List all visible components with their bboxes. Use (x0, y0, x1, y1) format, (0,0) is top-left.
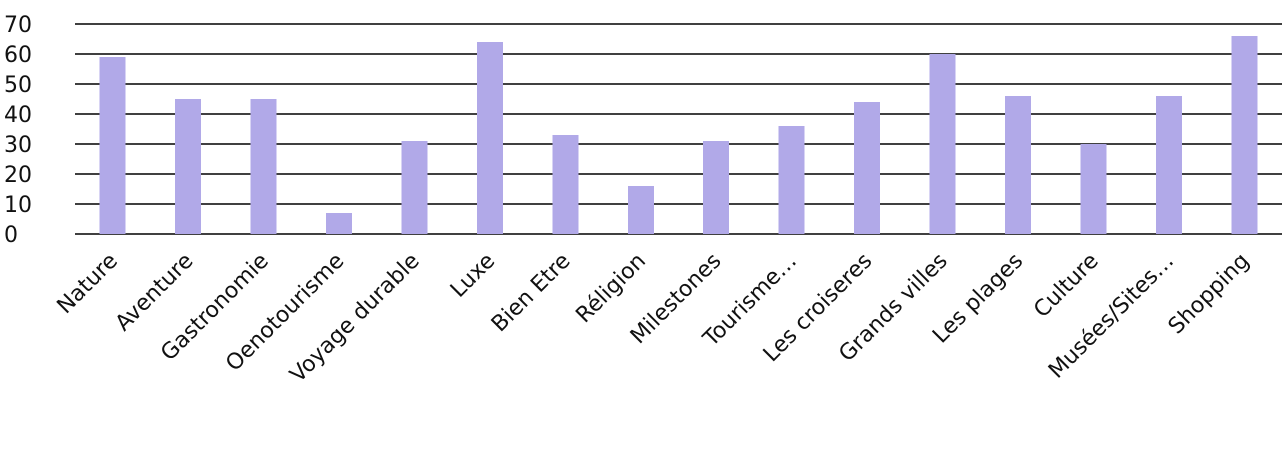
y-tick-label: 50 (4, 73, 32, 98)
x-category-label: Shopping (1164, 249, 1255, 340)
y-tick-label: 20 (4, 163, 32, 188)
x-category-label: Luxe (446, 249, 500, 303)
x-category-label: Nature (53, 249, 123, 319)
bar-14 (1155, 96, 1182, 234)
bar-9 (778, 126, 805, 234)
x-axis-category-labels: NatureAventureGastronomieOenotourismeVoy… (53, 249, 1255, 388)
bar-0 (99, 57, 126, 234)
x-category-label: Voyage durable (286, 249, 425, 388)
bar-15 (1231, 36, 1258, 234)
x-category-label: Bien Etre (487, 249, 576, 338)
bar-12 (1004, 96, 1031, 234)
bar-4 (401, 141, 428, 234)
y-tick-label: 0 (4, 223, 18, 248)
bars (99, 36, 1258, 234)
bar-8 (703, 141, 730, 234)
y-tick-label: 30 (4, 133, 32, 158)
bar-10 (854, 102, 881, 234)
x-category-label: Musées/Sites… (1044, 249, 1179, 384)
y-tick-label: 40 (4, 103, 32, 128)
bar-2 (250, 99, 277, 234)
y-tick-label: 70 (4, 13, 32, 38)
bar-3 (326, 213, 353, 234)
bar-6 (552, 135, 579, 234)
bar-5 (476, 42, 503, 234)
bar-7 (627, 186, 654, 234)
y-axis-tick-labels: 0 10 20 30 40 50 60 70 (4, 13, 32, 248)
x-category-label: Culture (1029, 249, 1103, 323)
x-category-label: Réligion (571, 249, 651, 329)
bar-11 (929, 54, 956, 234)
bar-1 (175, 99, 202, 234)
y-tick-label: 60 (4, 43, 32, 68)
y-tick-label: 10 (4, 193, 32, 218)
bar-13 (1080, 144, 1107, 234)
